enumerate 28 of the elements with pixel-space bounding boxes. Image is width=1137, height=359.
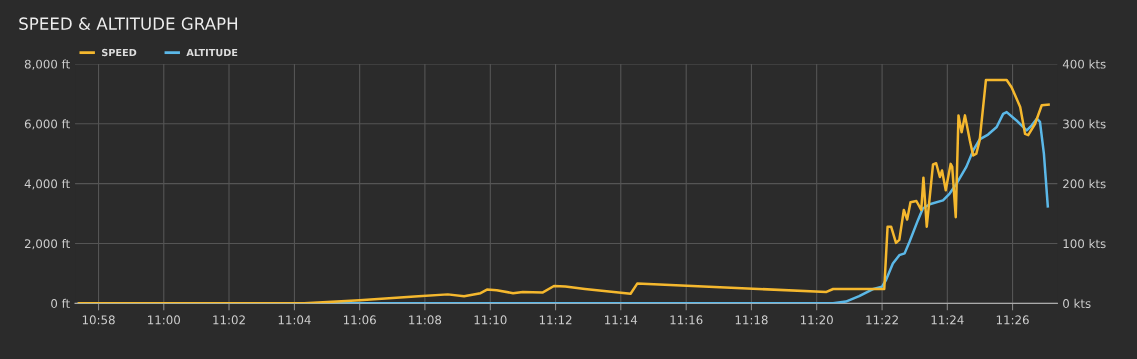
- y-tick-label: 8,000 ft: [24, 59, 70, 70]
- y2-tick-label: 400 kts: [1062, 59, 1106, 69]
- x-tick-label: 11:02: [213, 315, 245, 325]
- x-tick-label: 11:20: [800, 315, 833, 325]
- x-tick-label: 11:12: [539, 315, 572, 325]
- y-tick-label: 0 ft: [51, 298, 70, 309]
- y2-tick-label: 300 kts: [1063, 119, 1106, 129]
- x-tick-label: 11:22: [866, 315, 898, 325]
- x-tick-label: 11:16: [670, 315, 703, 325]
- x-tick-label: 11:26: [996, 315, 1029, 325]
- x-tick-label: 11:08: [409, 315, 442, 325]
- legend-label: ALTITUDE: [186, 48, 238, 57]
- chart-title: SPEED & ALTITUDE GRAPH: [19, 17, 238, 30]
- y2-tick-label: 100 kts: [1063, 239, 1106, 249]
- x-tick-label: 11:10: [474, 315, 507, 325]
- x-tick-label: 11:18: [735, 315, 768, 325]
- x-tick-label: 11:04: [278, 315, 311, 325]
- x-tick-label: 10:58: [82, 315, 115, 325]
- x-tick-label: 11:00: [148, 315, 181, 325]
- legend-label: SPEED: [101, 48, 137, 57]
- y2-tick-label: 200 kts: [1063, 179, 1106, 189]
- x-tick-label: 11:14: [605, 315, 638, 325]
- y2-tick-label: 0 kts: [1063, 298, 1091, 309]
- y-tick-label: 2,000 ft: [24, 239, 70, 250]
- x-tick-label: 11:06: [343, 315, 376, 325]
- y-tick-label: 4,000 ft: [24, 179, 70, 190]
- x-tick-label: 11:24: [931, 315, 964, 325]
- y-tick-label: 6,000 ft: [24, 119, 70, 130]
